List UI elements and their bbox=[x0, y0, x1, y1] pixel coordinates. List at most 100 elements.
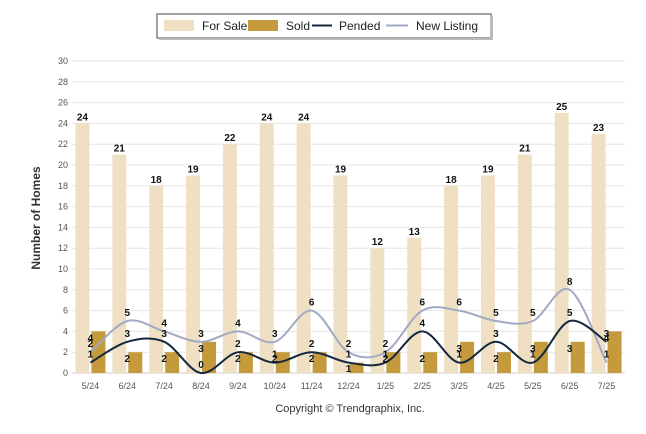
x-tick-label: 8/24 bbox=[192, 381, 210, 391]
legend-label-pended: Pended bbox=[339, 19, 380, 33]
data-label-for-sale: 12 bbox=[372, 237, 384, 248]
data-label-new-listing: 2 bbox=[383, 339, 389, 350]
data-label-new-listing: 5 bbox=[493, 308, 499, 319]
bar-for-sale bbox=[259, 123, 274, 374]
data-label-pended: 5 bbox=[567, 308, 573, 319]
data-label-for-sale: 19 bbox=[482, 164, 494, 175]
data-label-sold: 4 bbox=[88, 333, 94, 344]
data-label-new-listing: 3 bbox=[198, 329, 204, 340]
x-tick-label: 6/25 bbox=[561, 381, 579, 391]
data-label-new-listing: 3 bbox=[272, 329, 278, 340]
grid bbox=[72, 60, 625, 374]
y-tick-label: 12 bbox=[58, 243, 68, 253]
y-axis-label: Number of Homes bbox=[29, 166, 43, 270]
data-label-for-sale: 24 bbox=[298, 112, 310, 123]
bar-sold bbox=[312, 352, 327, 373]
y-tick-label: 2 bbox=[63, 347, 68, 357]
data-label-sold: 3 bbox=[530, 344, 536, 355]
y-tick-label: 24 bbox=[58, 118, 68, 128]
y-tick-label: 8 bbox=[63, 285, 68, 295]
bar-for-sale bbox=[407, 237, 422, 373]
data-label-pended: 2 bbox=[309, 339, 315, 350]
bar-sold bbox=[202, 341, 217, 373]
data-label-sold: 2 bbox=[125, 354, 131, 365]
x-tick-label: 2/25 bbox=[413, 381, 431, 391]
y-tick-label: 0 bbox=[63, 368, 68, 378]
bar-for-sale bbox=[480, 175, 495, 373]
data-label-sold: 2 bbox=[419, 354, 425, 365]
bar-sold bbox=[570, 341, 585, 373]
data-label-for-sale: 24 bbox=[77, 112, 89, 123]
bar-for-sale bbox=[444, 185, 459, 373]
legend-label-new-listing: New Listing bbox=[416, 19, 478, 33]
bar-sold bbox=[91, 331, 106, 373]
bar-sold bbox=[460, 341, 475, 373]
line-pended bbox=[89, 319, 608, 375]
y-tick-label: 4 bbox=[63, 326, 68, 336]
data-label-new-listing: 5 bbox=[530, 308, 536, 319]
legend: For Sale Sold Pended New Listing bbox=[156, 13, 493, 40]
data-label-new-listing: 5 bbox=[125, 308, 131, 319]
y-tick-label: 22 bbox=[58, 139, 68, 149]
data-label-new-listing: 1 bbox=[604, 350, 610, 361]
x-tick-label: 3/25 bbox=[450, 381, 468, 391]
x-tick-label: 12/24 bbox=[337, 381, 360, 391]
legend-swatch-for-sale bbox=[164, 20, 194, 31]
data-label-for-sale: 18 bbox=[446, 175, 458, 186]
y-tick-label: 18 bbox=[58, 181, 68, 191]
data-label-pended: 3 bbox=[604, 329, 610, 340]
x-tick-label: 5/24 bbox=[82, 381, 100, 391]
data-label-pended: 3 bbox=[493, 329, 499, 340]
data-label-new-listing: 6 bbox=[309, 298, 315, 309]
data-label-pended: 3 bbox=[125, 329, 131, 340]
data-label-new-listing: 4 bbox=[161, 318, 167, 329]
data-label-new-listing: 8 bbox=[567, 277, 573, 288]
x-tick-label: 5/25 bbox=[524, 381, 542, 391]
x-tick-label: 9/24 bbox=[229, 381, 247, 391]
bar-for-sale bbox=[296, 123, 311, 374]
data-label-pended: 1 bbox=[346, 350, 352, 361]
x-tick-label: 11/24 bbox=[301, 381, 323, 391]
data-label-sold: 2 bbox=[161, 354, 167, 365]
data-label-sold: 3 bbox=[567, 344, 573, 355]
x-tick-label: 7/24 bbox=[155, 381, 173, 391]
legend-swatch-sold bbox=[248, 20, 278, 31]
bar-sold bbox=[275, 352, 290, 373]
x-tick-label: 10/24 bbox=[264, 381, 287, 391]
bar-sold bbox=[238, 352, 253, 373]
y-tick-label: 14 bbox=[58, 222, 68, 232]
bar-for-sale bbox=[186, 175, 201, 373]
legend-label-sold: Sold bbox=[286, 19, 310, 33]
data-label-sold: 2 bbox=[493, 354, 499, 365]
copyright-text: Copyright © Trendgraphix, Inc. bbox=[275, 403, 424, 415]
lines bbox=[89, 287, 608, 375]
data-label-pended: 3 bbox=[161, 329, 167, 340]
data-label-pended: 4 bbox=[419, 318, 425, 329]
bar-for-sale bbox=[333, 175, 348, 373]
x-axis-ticks: 5/24 6/24 7/24 8/24 9/24 10/24 11/24 12/24 1/25 2… bbox=[82, 381, 616, 391]
data-label-pended: 1 bbox=[530, 350, 536, 361]
data-label-for-sale: 25 bbox=[556, 102, 568, 113]
legend-shadow bbox=[490, 16, 493, 40]
y-tick-label: 6 bbox=[63, 306, 68, 316]
line-new-listing bbox=[89, 287, 608, 364]
data-label-sold: 4 bbox=[604, 333, 610, 344]
data-label-sold: 2 bbox=[383, 354, 389, 365]
data-label-for-sale: 19 bbox=[335, 164, 347, 175]
data-label-new-listing: 2 bbox=[88, 339, 94, 350]
bar-sold bbox=[386, 352, 401, 373]
bar-sold bbox=[128, 352, 143, 373]
data-label-pended: 1 bbox=[456, 350, 462, 361]
y-tick-label: 26 bbox=[58, 98, 68, 108]
y-tick-label: 30 bbox=[58, 56, 68, 66]
bar-for-sale bbox=[591, 133, 606, 373]
bar-for-sale bbox=[517, 154, 532, 373]
data-label-sold: 1 bbox=[346, 364, 352, 375]
bar-sold bbox=[607, 331, 622, 373]
x-tick-label: 4/25 bbox=[487, 381, 505, 391]
data-label-for-sale: 21 bbox=[114, 144, 126, 155]
data-label-sold: 2 bbox=[272, 354, 278, 365]
bar-for-sale bbox=[112, 154, 127, 373]
